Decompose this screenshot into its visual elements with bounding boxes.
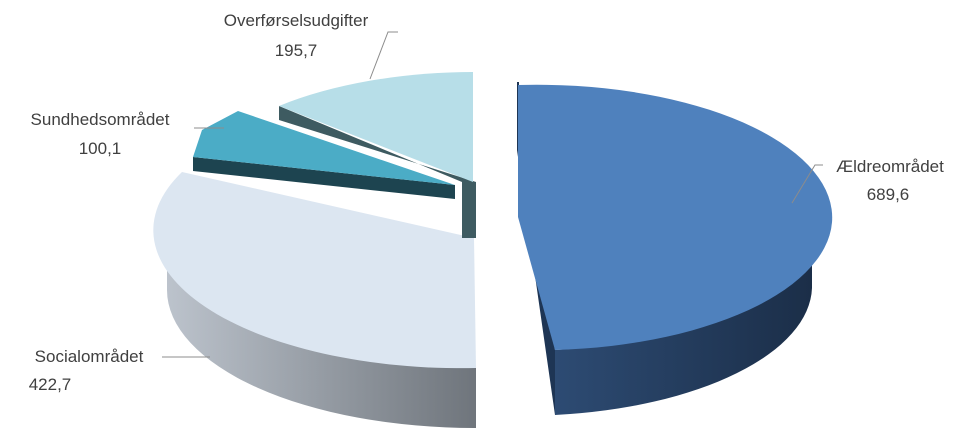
label-overfoerselsudgifter-name: Overførselsudgifter <box>224 11 369 30</box>
slice-overfoerselsudgifter <box>279 72 476 238</box>
label-sundhedsomraadet-name: Sundhedsområdet <box>31 110 170 129</box>
slice-aeldreomraadet-top <box>518 84 833 350</box>
slice-aeldreomraadet-side <box>555 223 812 415</box>
slice-socialomraadet <box>153 172 476 428</box>
slice-aeldreomraadet <box>517 82 833 415</box>
slice-sundhedsomraadet-side <box>193 157 455 199</box>
slice-overfoerselsudgifter-top <box>279 72 473 182</box>
slice-socialomraadet-top <box>153 172 476 369</box>
leader-line-aeldreomraadet <box>791 164 823 204</box>
slice-sundhedsomraadet <box>193 111 455 199</box>
label-aeldreomraadet-value: 689,6 <box>867 185 910 204</box>
label-aeldreomraadet-name: Ældreområdet <box>836 157 944 176</box>
slice-sundhedsomraadet-top <box>193 111 455 185</box>
slice-overfoerselsudgifter-side <box>279 106 476 238</box>
label-overfoerselsudgifter-value: 195,7 <box>275 41 318 60</box>
slice-socialomraadet-side <box>167 230 476 428</box>
label-sundhedsomraadet-value: 100,1 <box>79 139 122 158</box>
label-socialomraadet-value: 422,7 <box>29 375 72 394</box>
leader-line-overfoerselsudgifter <box>369 31 398 80</box>
label-socialomraadet-name: Socialområdet <box>35 347 144 366</box>
